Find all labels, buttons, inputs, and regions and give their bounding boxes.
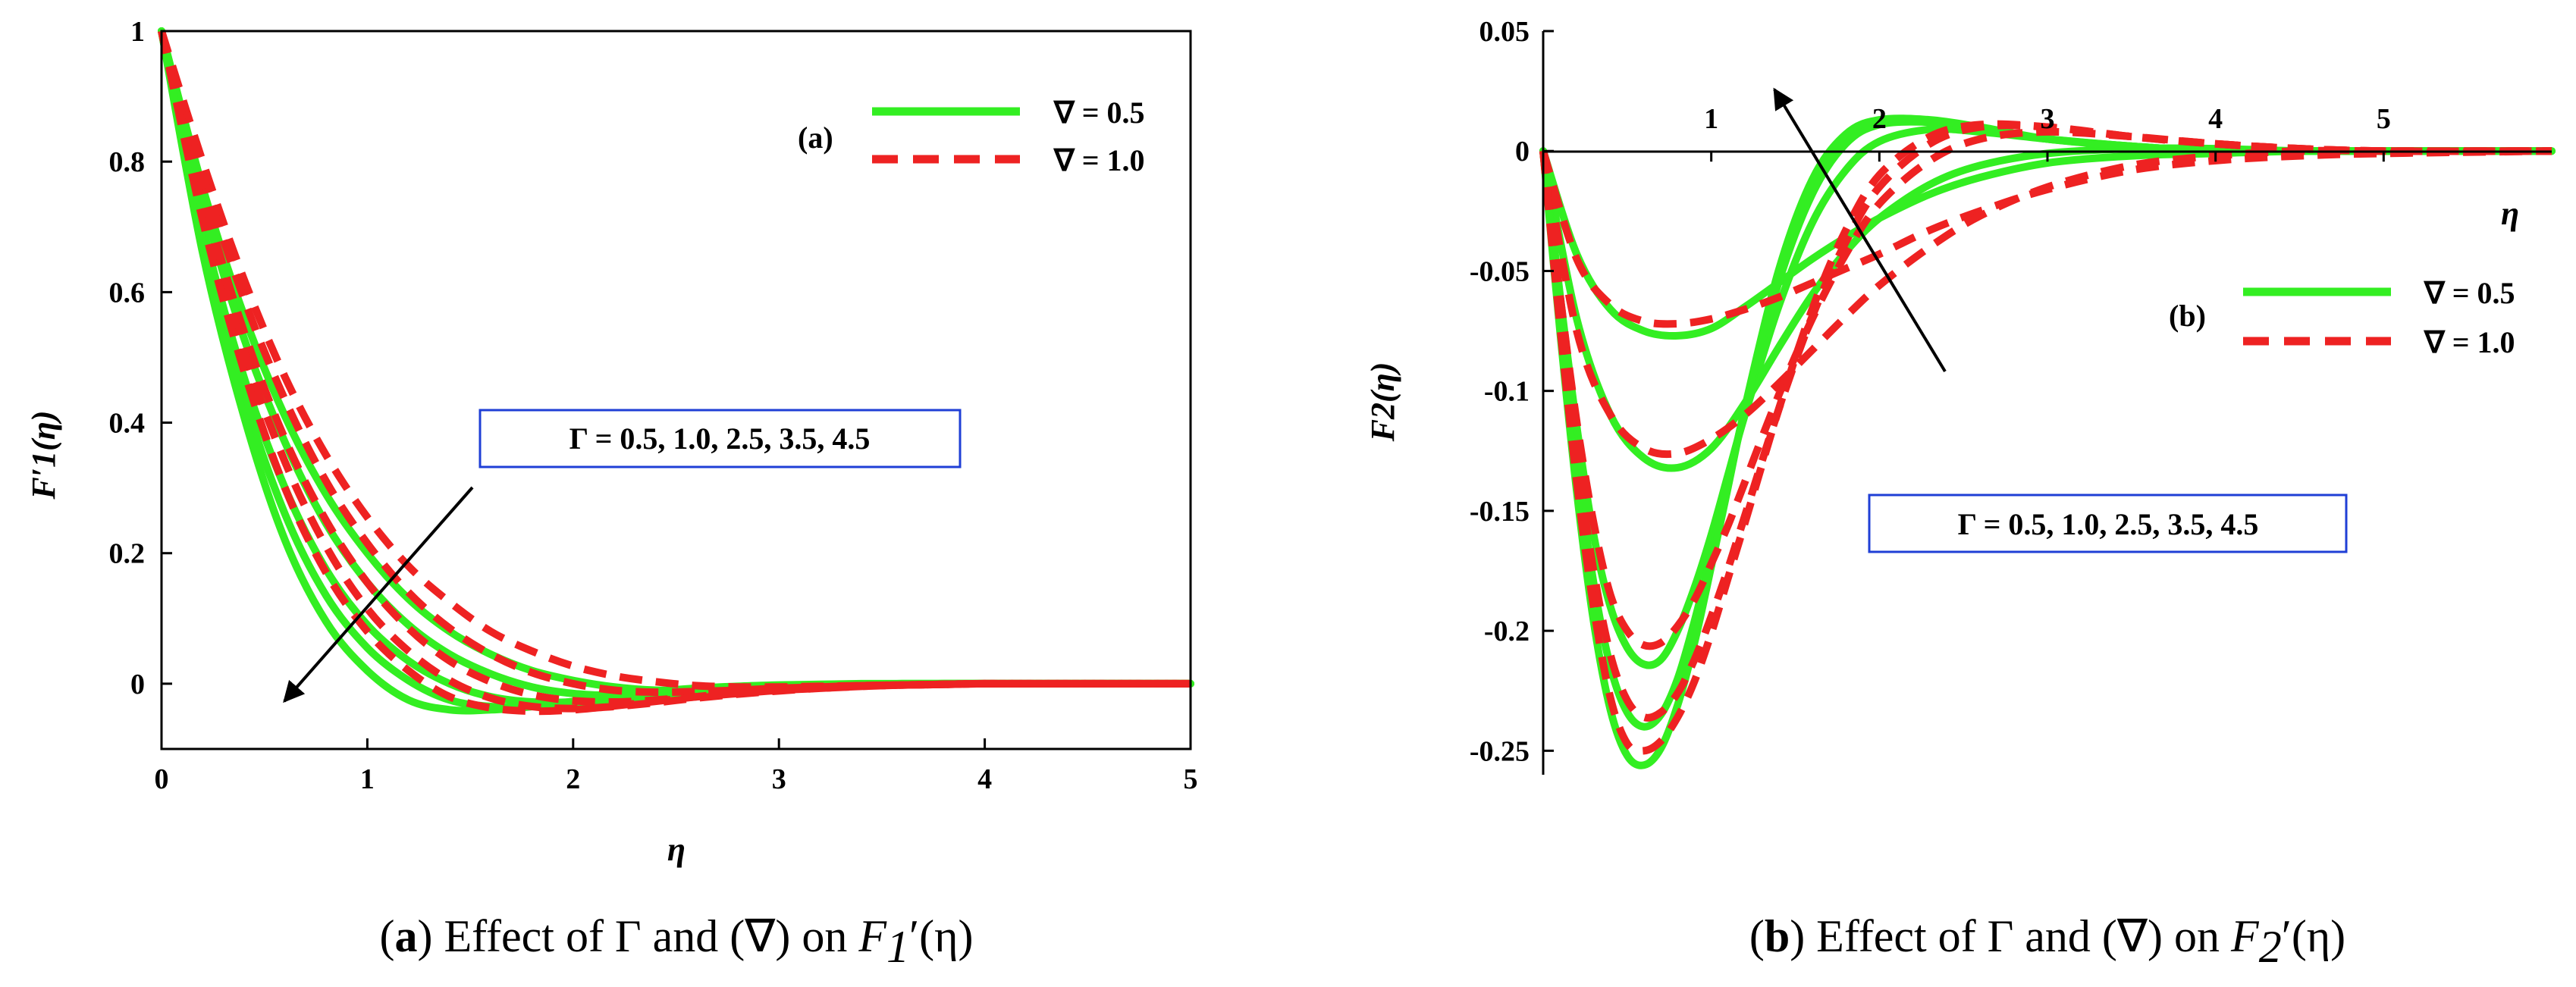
panel-a-x-tick-label: 2 xyxy=(566,763,580,795)
panel-a-x-axis-label: η xyxy=(667,831,686,868)
panel-b-series-line-5 xyxy=(1539,114,2556,769)
panel-a-series-line-1 xyxy=(158,27,1194,694)
panel-b-x-axis-label: η xyxy=(2501,195,2519,232)
panel-b-legend: (b) ∇ = 0.5 ∇ = 1.0 xyxy=(2169,276,2515,359)
panel-a-legend-value-dashed: = 1.0 xyxy=(1075,143,1145,177)
panel-b-x-tick-label: 4 xyxy=(2208,103,2223,135)
panel-b-y-tick-label: -0.1 xyxy=(1484,376,1530,408)
panel-a-x-ticks: 0 1 2 3 4 5 xyxy=(155,738,1198,795)
panel-b-annotation-text: Γ = 0.5, 1.0, 2.5, 3.5, 4.5 xyxy=(1958,507,2259,541)
panel-b-legend-symbol-solid: ∇ xyxy=(2423,276,2446,310)
panel-a-series-line-8 xyxy=(158,30,1191,707)
panel-b-series-line-10 xyxy=(1539,120,2552,755)
panel-a-caption: (a) Effect of Γ and (∇) on F1′(η) xyxy=(380,911,974,972)
panel-b-series-line-8 xyxy=(1539,127,2552,650)
panel-b-x-tick-label: 1 xyxy=(1704,103,1718,135)
chart-panel-a: 0 1 2 3 4 5 1 0.8 0.6 0.4 0.2 0 η F′1(η) (a) ∇ = 0… xyxy=(25,16,1198,972)
panel-b-legend-label-solid: ∇ = 0.5 xyxy=(2423,276,2515,310)
panel-a-y-tick-label: 1 xyxy=(130,16,145,48)
panel-b-series-line-1 xyxy=(1539,146,2556,340)
panel-a-series-line-2 xyxy=(158,27,1194,700)
chart-panel-b: 1 2 3 4 5 0.05 0 -0.05 -0.1 -0.15 -0.2 -0.25 η F2(… xyxy=(1364,16,2556,972)
panel-b-legend-label-dashed: ∇ = 1.0 xyxy=(2423,325,2515,359)
panel-a-series-line-6 xyxy=(158,30,1191,691)
panel-b-legend-symbol-dashed: ∇ xyxy=(2423,325,2446,359)
panel-a-series-line-10 xyxy=(158,30,1191,716)
panel-a-y-ticks: 1 0.8 0.6 0.4 0.2 0 xyxy=(109,16,172,700)
panel-b-series-line-6 xyxy=(1539,147,2552,328)
panel-b-y-tick-label: -0.05 xyxy=(1470,255,1530,287)
panel-a-x-tick-label: 3 xyxy=(772,763,786,795)
panel-a-y-tick-label: 0.6 xyxy=(109,277,146,309)
panel-b-trend-arrow xyxy=(1773,87,1947,373)
panel-b-x-tick-label: 3 xyxy=(2041,103,2055,135)
panel-b-y-tick-label: -0.15 xyxy=(1470,496,1530,528)
panel-b-x-tick-label: 5 xyxy=(2377,103,2391,135)
panel-b-caption: (b) Effect of Γ and (∇) on F2′(η) xyxy=(1749,911,2345,972)
panel-a-axes-frame xyxy=(160,30,1192,750)
panel-a-legend-symbol-dashed: ∇ xyxy=(1053,143,1075,177)
panel-a-y-tick-label: 0.2 xyxy=(109,538,146,570)
panel-b-x-ticks: 1 2 3 4 5 xyxy=(1704,103,2391,162)
panel-a-x-tick-label: 5 xyxy=(1184,763,1198,795)
panel-a-legend: (a) ∇ = 0.5 ∇ = 1.0 xyxy=(798,96,1145,177)
panel-a-legend-label-solid: ∇ = 0.5 xyxy=(1053,96,1145,130)
panel-a-trend-arrow xyxy=(283,486,474,703)
panel-b-annotation-box xyxy=(1868,494,2348,553)
panel-b-legend-value-dashed: = 1.0 xyxy=(2445,325,2515,359)
panel-a-legend-symbol-solid: ∇ xyxy=(1053,96,1075,130)
panel-b-series-line-7 xyxy=(1539,146,2552,459)
panel-a-legend-label-dashed: ∇ = 1.0 xyxy=(1053,143,1145,177)
panel-a-x-tick-label: 4 xyxy=(977,763,992,795)
panel-a-panel-label: (a) xyxy=(798,121,833,155)
panel-a-annotation-box xyxy=(478,409,962,468)
panel-a-y-axis-label: F′1(η) xyxy=(25,410,62,500)
panel-a-annotation-text: Γ = 0.5, 1.0, 2.5, 3.5, 4.5 xyxy=(569,421,871,456)
panel-a-curves xyxy=(158,27,1194,716)
panel-b-y-tick-label: 0 xyxy=(1515,136,1530,168)
panel-b-y-axis-label: F2(η) xyxy=(1364,362,1401,443)
panel-b-y-ticks: 0.05 0 -0.05 -0.1 -0.15 -0.2 -0.25 xyxy=(1470,16,1554,767)
panel-a-y-tick-label: 0.8 xyxy=(109,146,146,178)
panel-b-curves xyxy=(1539,114,2556,769)
panel-a-series-line-9 xyxy=(158,30,1191,713)
panel-b-legend-value-solid: = 0.5 xyxy=(2445,276,2515,310)
panel-b-y-tick-label: 0.05 xyxy=(1479,16,1530,48)
panel-a-x-tick-label: 1 xyxy=(360,763,375,795)
panel-b-panel-label: (b) xyxy=(2169,299,2206,333)
panel-b-y-tick-label: -0.2 xyxy=(1484,616,1530,647)
panel-b-series-line-3 xyxy=(1539,125,2556,669)
panel-a-legend-value-solid: = 0.5 xyxy=(1075,96,1145,130)
panel-b-y-tick-label: -0.25 xyxy=(1470,735,1530,767)
panel-a-series-line-7 xyxy=(158,30,1191,697)
panel-a-y-tick-label: 0.4 xyxy=(109,408,146,440)
panel-a-series-line-5 xyxy=(158,27,1194,715)
panel-b-x-tick-label: 2 xyxy=(1872,103,1887,135)
panel-a-y-tick-label: 0 xyxy=(130,669,145,700)
panel-b-series-line-2 xyxy=(1539,144,2556,472)
panel-a-x-tick-label: 0 xyxy=(155,763,169,795)
